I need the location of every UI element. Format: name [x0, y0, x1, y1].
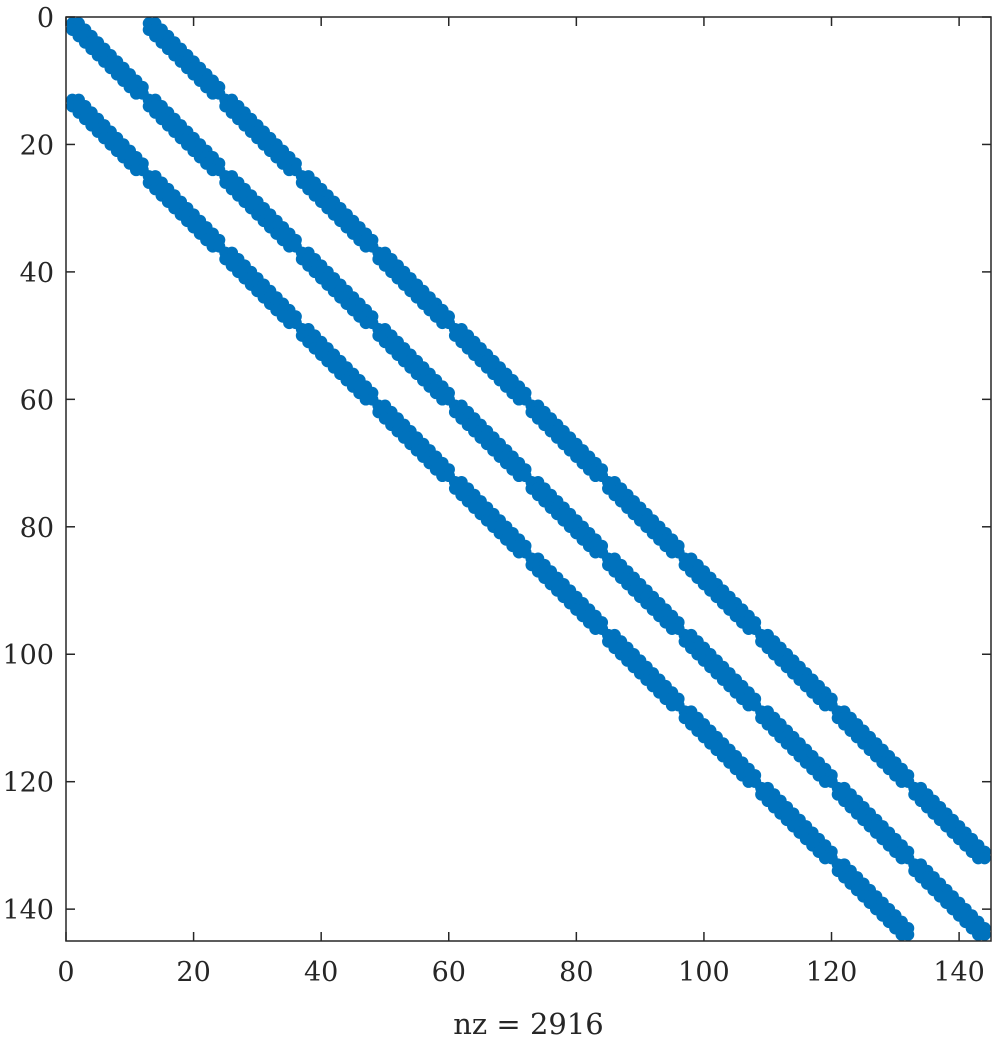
x-tick-label: 60: [432, 957, 466, 988]
nonzero-markers: [66, 17, 991, 941]
y-tick-label: 140: [2, 895, 54, 926]
x-tick-label: 140: [933, 957, 985, 988]
y-tick-label: 60: [20, 385, 54, 416]
y-tick-label: 20: [20, 130, 54, 161]
x-axis-label: nz = 2916: [453, 1007, 604, 1041]
x-tick-label: 0: [57, 957, 74, 988]
nonzero-marker: [978, 851, 991, 865]
y-tick-label: 0: [37, 3, 54, 34]
x-tick-label: 120: [806, 957, 858, 988]
y-tick-label: 120: [2, 768, 54, 799]
x-tick-label: 100: [678, 957, 730, 988]
x-tick-label: 40: [304, 957, 338, 988]
plot-frame: [65, 16, 992, 942]
nonzero-marker: [901, 928, 915, 941]
y-tick-label: 40: [20, 258, 54, 289]
y-tick-label: 80: [20, 513, 54, 544]
x-tick-label: 80: [559, 957, 593, 988]
y-tick-label: 100: [2, 640, 54, 671]
nonzero-marker: [978, 928, 991, 941]
x-tick-label: 20: [176, 957, 210, 988]
